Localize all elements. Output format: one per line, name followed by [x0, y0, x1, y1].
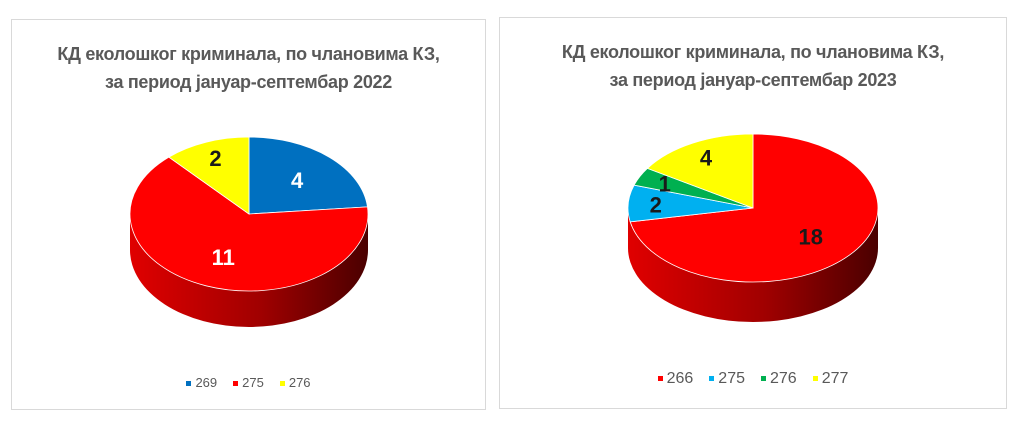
legend-item-266: 266: [657, 370, 694, 388]
legend-item-275: 275: [709, 370, 745, 388]
legend-label: 269: [195, 375, 218, 390]
chart-panel-2023: КД еколошког криминала, по члановима КЗ,…: [499, 17, 1007, 409]
legend-label: 275: [242, 375, 264, 390]
data-label-275: 2: [650, 192, 662, 217]
legend-label: 276: [770, 370, 797, 387]
legend-item-277: 277: [812, 370, 849, 388]
legend-swatch: [812, 376, 818, 382]
legend-item-269: 269: [186, 375, 217, 390]
pie-side-wall: [628, 208, 878, 322]
legend-swatch: [279, 381, 285, 387]
legend-label: 266: [666, 370, 694, 387]
legend-label: 275: [718, 370, 745, 387]
chart-title: КД еколошког криминала, по члановима КЗ,…: [500, 38, 1006, 94]
pie-side-wall: [130, 214, 368, 327]
chart-legend: 269 275 276: [12, 375, 485, 390]
pie-chart-2022: 4 11 2: [129, 136, 369, 327]
legend-label: 277: [821, 370, 849, 387]
legend-swatch: [657, 376, 663, 382]
chart-title-line2: за период јануар-септембар 2022: [105, 72, 392, 92]
legend-swatch: [709, 376, 715, 382]
chart-panel-2022: КД еколошког криминала, по члановима КЗ,…: [11, 19, 486, 410]
data-label-269: 4: [291, 168, 304, 193]
chart-title-line2: за период јануар-септембар 2023: [609, 70, 897, 90]
pie-chart-2023: 18 21 4: [627, 133, 879, 322]
chart-title-line1: КД еколошког криминала, по члановима КЗ,: [57, 44, 440, 64]
pie-slice-276: [168, 136, 250, 215]
legend-item-276: 276: [279, 375, 311, 390]
legend-item-275: 275: [233, 375, 264, 390]
data-label-275: 11: [212, 245, 235, 270]
legend-swatch: [761, 376, 766, 382]
legend-swatch: [186, 381, 192, 387]
chart-title-line1: КД еколошког криминала, по члановима КЗ,: [561, 42, 945, 62]
chart-title: КД еколошког криминала, по члановима КЗ,…: [12, 40, 485, 96]
legend-item-276: 276: [761, 370, 797, 388]
data-label-266: 18: [799, 224, 823, 249]
pie-slice-277: [646, 133, 754, 209]
pie-slice-275: [129, 156, 369, 292]
data-label-276: 1: [659, 171, 671, 196]
legend-swatch: [233, 381, 239, 387]
data-label-277: 4: [700, 145, 713, 170]
pie-slice-266: [629, 133, 879, 283]
pie-slice-269: [248, 136, 368, 215]
legend-label: 276: [288, 375, 311, 390]
data-label-276: 2: [209, 146, 221, 171]
chart-legend: 266 275 276 277: [500, 370, 1006, 388]
